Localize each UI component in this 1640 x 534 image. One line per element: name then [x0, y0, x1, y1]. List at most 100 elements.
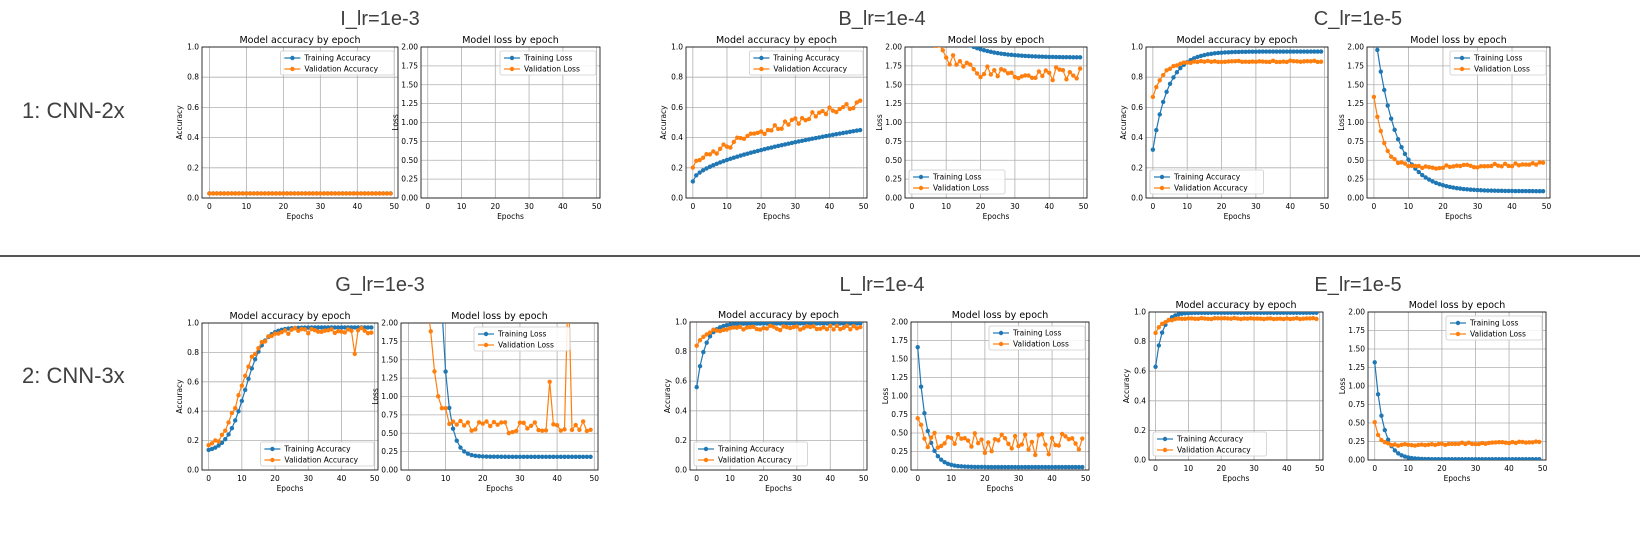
data-point	[284, 191, 290, 196]
data-point	[834, 323, 840, 328]
data-point	[697, 363, 703, 369]
data-point	[436, 269, 440, 273]
y-tick-label: 1.50	[1348, 345, 1365, 354]
data-point	[1388, 116, 1394, 121]
data-point	[1314, 316, 1319, 322]
data-point	[558, 428, 564, 433]
data-point	[1039, 432, 1045, 437]
data-point	[1150, 147, 1156, 152]
data-point	[786, 122, 791, 127]
chart-title: Model accuracy by epoch	[229, 311, 350, 322]
data-point	[246, 376, 251, 382]
data-point	[1496, 188, 1501, 193]
x-tick-label: 40	[825, 474, 835, 483]
y-tick-label: 0.4	[1131, 133, 1143, 142]
data-point	[798, 322, 803, 326]
data-point	[828, 323, 833, 329]
data-point	[1409, 163, 1415, 168]
chart-title: Model accuracy by epoch	[1175, 300, 1296, 311]
data-point	[858, 322, 863, 326]
data-point	[319, 325, 324, 330]
data-point	[985, 48, 990, 54]
x-axis-label: Epochs	[1445, 212, 1472, 221]
data-point	[1009, 446, 1014, 451]
data-point	[748, 150, 754, 155]
data-point	[1530, 188, 1535, 194]
data-point	[551, 454, 556, 459]
data-point	[1375, 392, 1381, 397]
data-point	[1199, 315, 1204, 321]
data-point	[1043, 68, 1048, 73]
x-tick-label: 20	[1437, 464, 1447, 473]
data-point	[484, 454, 489, 459]
x-tick-label: 20	[756, 202, 766, 211]
data-point	[1164, 89, 1169, 95]
legend-entry: Validation Accuracy	[304, 65, 378, 74]
data-point	[711, 327, 716, 332]
data-point	[721, 327, 726, 333]
panel-title-1: I_lr=1e-3	[340, 8, 420, 30]
data-point	[1179, 316, 1185, 321]
data-point	[1463, 457, 1468, 460]
y-tick-label: 1.00	[401, 118, 418, 127]
panel-title-6: E_lr=1e-5	[1314, 274, 1402, 296]
data-point	[352, 351, 357, 357]
data-point	[344, 191, 349, 196]
data-point	[1463, 441, 1468, 447]
data-point	[1076, 464, 1082, 470]
data-point	[738, 135, 743, 141]
data-point	[458, 418, 463, 424]
data-point	[701, 349, 706, 355]
data-point	[762, 131, 767, 137]
x-tick-label: 0	[1150, 202, 1155, 211]
chart-7: 0 10 20 30 40 50 0.0 0.2 0.4 0.6 0.8 1.0 Model accur…	[175, 311, 380, 493]
data-point	[1493, 457, 1498, 460]
data-point	[1057, 67, 1062, 72]
data-point	[335, 325, 341, 330]
data-point	[502, 420, 508, 425]
data-point	[1185, 60, 1190, 65]
y-tick-label: 0.75	[1347, 137, 1364, 146]
data-point	[837, 131, 842, 136]
data-point	[554, 454, 560, 459]
data-point	[302, 327, 308, 332]
data-point	[236, 409, 241, 414]
data-point	[1479, 440, 1485, 446]
x-tick-label: 10	[722, 202, 732, 211]
data-point	[295, 191, 301, 196]
data-point	[488, 454, 493, 459]
data-point	[251, 191, 256, 196]
data-point	[536, 454, 541, 459]
y-tick-label: 0.75	[401, 137, 418, 146]
data-point	[801, 325, 806, 331]
data-point	[1473, 441, 1478, 447]
data-point	[1382, 427, 1387, 433]
data-point	[532, 454, 538, 459]
data-point	[761, 325, 766, 331]
data-point	[1298, 59, 1303, 64]
data-point	[1492, 188, 1497, 193]
y-axis-label: Accuracy	[663, 378, 672, 413]
data-point	[961, 64, 966, 69]
data-point	[751, 322, 756, 326]
data-point	[1229, 49, 1235, 55]
data-point	[789, 140, 795, 146]
data-point	[934, 13, 938, 17]
data-point	[1509, 164, 1515, 169]
data-point	[223, 437, 228, 442]
x-tick-label: 40	[337, 474, 347, 483]
data-point	[276, 331, 281, 336]
data-point	[1070, 464, 1075, 470]
data-point	[365, 325, 371, 330]
data-point	[1219, 316, 1224, 321]
data-point	[1012, 433, 1018, 439]
data-point	[939, 457, 944, 462]
data-point	[1050, 54, 1055, 60]
data-point	[1060, 54, 1066, 60]
data-point	[1464, 162, 1470, 168]
data-point	[758, 147, 764, 153]
legend: Training Loss Validation Loss	[473, 326, 571, 352]
data-point	[1399, 145, 1404, 150]
data-point	[787, 325, 793, 331]
data-point	[1402, 151, 1408, 157]
